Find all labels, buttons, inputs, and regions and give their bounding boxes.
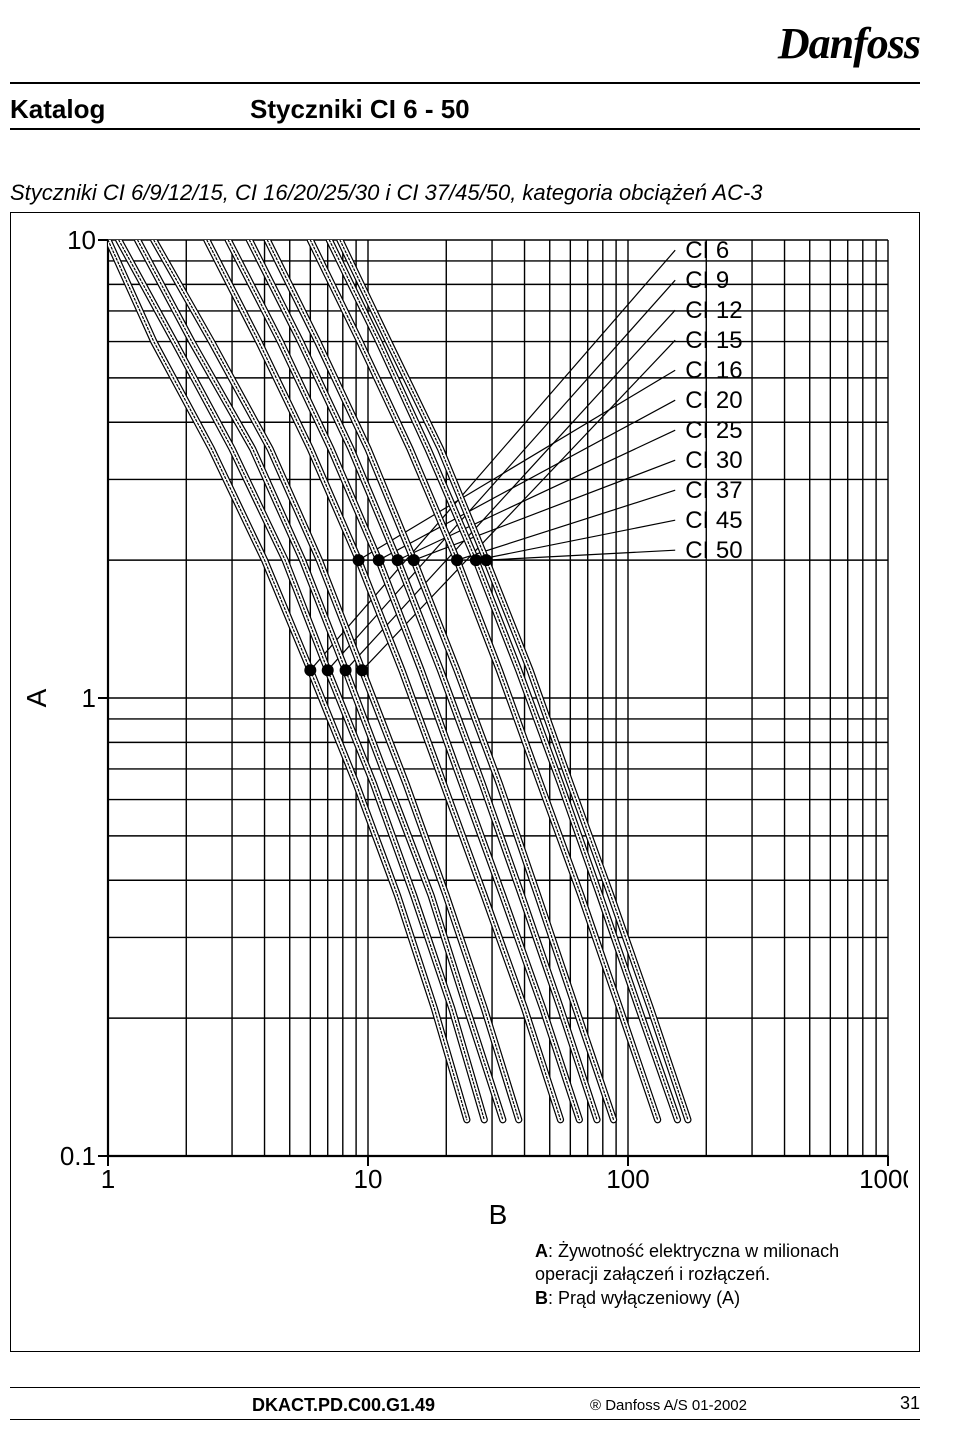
svg-text:CI 50: CI 50	[685, 537, 742, 564]
svg-text:10: 10	[354, 1164, 383, 1194]
svg-text:10: 10	[67, 225, 96, 255]
svg-text:1: 1	[101, 1164, 115, 1194]
svg-text:CI 12: CI 12	[685, 297, 742, 324]
svg-text:A: A	[22, 688, 52, 707]
svg-text:0.1: 0.1	[60, 1141, 96, 1171]
legend-b-label: B	[535, 1288, 548, 1308]
header-right: Styczniki CI 6 - 50	[250, 94, 470, 125]
svg-text:CI 6: CI 6	[685, 237, 729, 264]
legend-block: A: Żywotność elektryczna w milionach ope…	[535, 1240, 905, 1310]
svg-text:B: B	[489, 1199, 508, 1230]
legend-b: B: Prąd wyłączeniowy (A)	[535, 1287, 905, 1310]
svg-text:CI 15: CI 15	[685, 327, 742, 354]
svg-text:1: 1	[82, 683, 96, 713]
svg-text:CI 30: CI 30	[685, 447, 742, 474]
footer-doc-code: DKACT.PD.C00.G1.49	[252, 1395, 435, 1416]
footer-page-number: 31	[900, 1393, 920, 1414]
rule-bottom-1	[10, 1387, 920, 1388]
rule-bottom-2	[10, 1419, 920, 1420]
brand-logo: Danfoss	[778, 18, 920, 69]
electrical-life-chart: 11010010000.1110BACI 6CI 9CI 12CI 15CI 1…	[22, 222, 908, 1242]
svg-text:CI 37: CI 37	[685, 477, 742, 504]
svg-text:CI 20: CI 20	[685, 387, 742, 414]
svg-text:CI 25: CI 25	[685, 417, 742, 444]
svg-text:100: 100	[606, 1164, 649, 1194]
legend-b-text: : Prąd wyłączeniowy (A)	[548, 1288, 740, 1308]
svg-text:CI 16: CI 16	[685, 357, 742, 384]
svg-text:CI 45: CI 45	[685, 507, 742, 534]
rule-top	[10, 82, 920, 84]
legend-a-text: : Żywotność elektryczna w milionach oper…	[535, 1241, 839, 1284]
rule-mid	[10, 128, 920, 130]
svg-text:CI 9: CI 9	[685, 267, 729, 294]
header-left: Katalog	[10, 94, 105, 125]
chart-subtitle: Styczniki CI 6/9/12/15, CI 16/20/25/30 i…	[10, 180, 763, 206]
footer-copyright: ® Danfoss A/S 01-2002	[590, 1397, 747, 1414]
drawing-stamp: DANFOSS A47-525.10	[954, 260, 960, 379]
legend-a-label: A	[535, 1241, 548, 1261]
legend-a: A: Żywotność elektryczna w milionach ope…	[535, 1240, 905, 1287]
svg-text:1000: 1000	[859, 1164, 908, 1194]
